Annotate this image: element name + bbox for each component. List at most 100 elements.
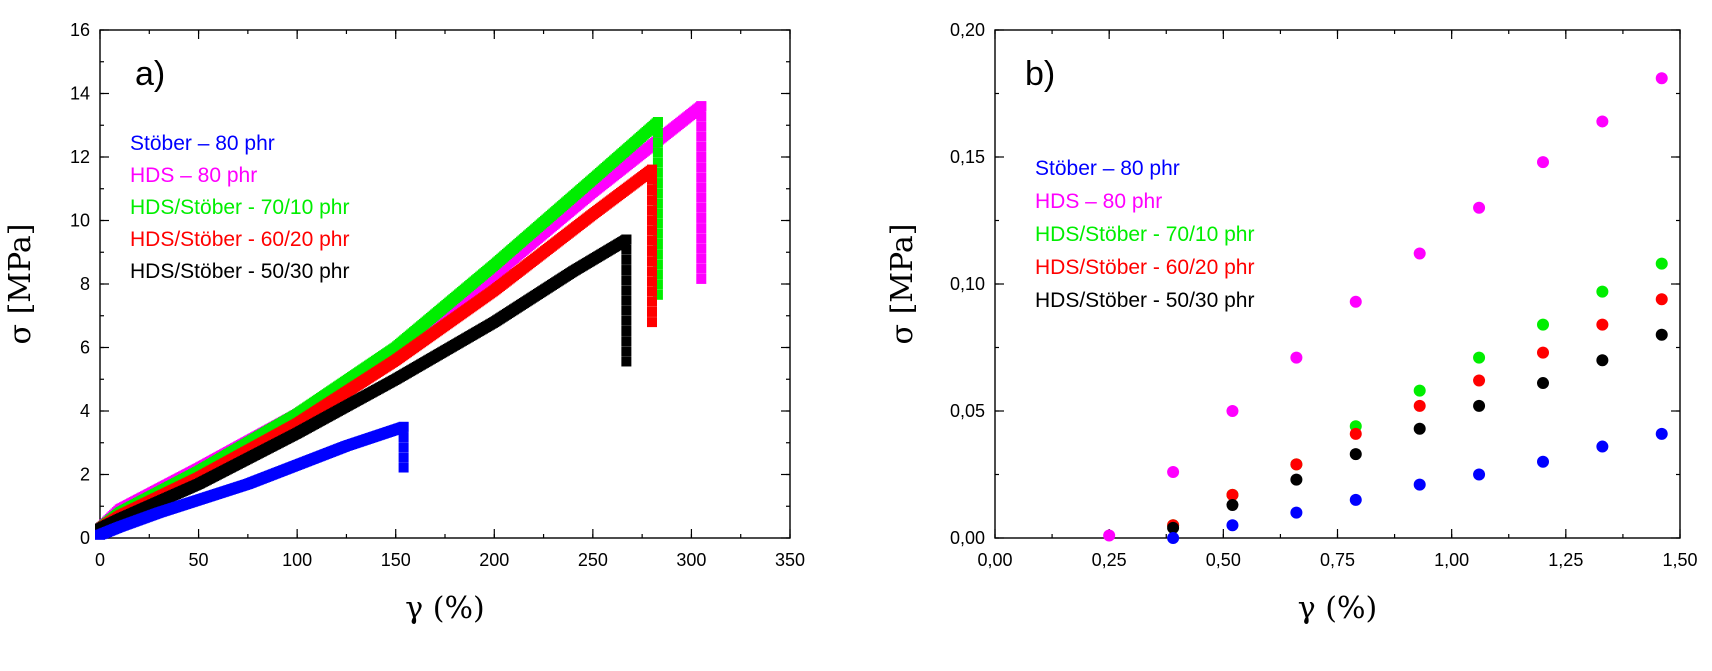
data-point: [398, 432, 409, 443]
data-point: [1167, 465, 1180, 478]
panel-a-chart: 0 50 100 150 200 250 300 350 0 2 4 6 8 10 12 14 16 γ (%) σ…: [3, 20, 805, 626]
x-tick-label: 350: [775, 550, 805, 570]
x-tick-label: 0,50: [1206, 550, 1241, 570]
data-point: [652, 117, 663, 128]
x-tick-label: 100: [282, 550, 312, 570]
data-point: [1290, 473, 1303, 486]
x-tick-label: 200: [479, 550, 509, 570]
data-point: [696, 263, 707, 274]
data-point: [647, 164, 657, 175]
data-point: [652, 127, 663, 138]
data-point: [1655, 72, 1668, 85]
data-point: [1655, 427, 1668, 440]
data-point: [1596, 440, 1609, 453]
data-point: [621, 356, 632, 367]
data-point: [696, 273, 707, 284]
y-tick-label: 0,20: [950, 20, 985, 40]
data-point: [1473, 468, 1486, 481]
data-point: [647, 306, 657, 317]
y-tick-label: 14: [70, 84, 90, 104]
legend: Stöber – 80 phr HDS – 80 phr HDS/Stöber - …: [1035, 157, 1254, 312]
data-point: [652, 208, 663, 219]
series-0: [1103, 72, 1668, 542]
data-point: [647, 235, 657, 246]
x-tick-label: 0,25: [1092, 550, 1127, 570]
data-point: [1103, 529, 1116, 542]
x-tick-label: 1,00: [1434, 550, 1469, 570]
data-point: [647, 174, 657, 185]
data-point: [696, 182, 707, 193]
data-point: [621, 325, 632, 336]
data-point: [1537, 156, 1549, 169]
data-point: [1290, 458, 1303, 471]
data-point: [1290, 351, 1303, 364]
data-point: [647, 225, 657, 236]
legend-item: HDS/Stöber - 70/10 phr: [130, 196, 349, 219]
panel-label: a): [135, 55, 165, 93]
data-point: [1596, 318, 1609, 331]
data-point: [1226, 519, 1239, 532]
y-tick-label: 0,00: [950, 528, 985, 548]
data-point: [1596, 354, 1609, 367]
data-point: [1537, 346, 1549, 359]
y-tick-label: 2: [80, 465, 90, 485]
data-point: [621, 315, 632, 326]
data-point: [1349, 448, 1362, 461]
data-point: [647, 286, 657, 297]
data-point: [1473, 374, 1486, 387]
data-point: [647, 195, 657, 206]
y-tick-label: 0,15: [950, 147, 985, 167]
y-axis-title: σ [MPa]: [885, 224, 920, 345]
data-point: [652, 157, 663, 168]
data-point: [1349, 427, 1362, 440]
data-point: [652, 279, 663, 290]
data-point: [621, 234, 632, 245]
data-point: [1413, 247, 1426, 260]
data-point: [652, 228, 663, 239]
data-point: [1349, 295, 1362, 308]
legend-item: HDS/Stöber - 50/30 phr: [1035, 289, 1254, 312]
legend: Stöber – 80 phr HDS – 80 phr HDS/Stöber - …: [130, 132, 349, 283]
y-tick-label: 8: [80, 274, 90, 294]
legend-item: HDS/Stöber - 50/30 phr: [130, 260, 349, 283]
y-tick-label: 12: [70, 147, 90, 167]
data-point: [1655, 293, 1668, 306]
data-point: [696, 202, 707, 213]
data-point: [621, 254, 632, 265]
data-point: [696, 172, 707, 183]
data-point: [652, 198, 663, 209]
data-marks: [95, 101, 707, 540]
x-tick-label: 250: [578, 550, 608, 570]
legend-item: Stöber – 80 phr: [130, 132, 275, 155]
series-3: [95, 234, 632, 534]
data-point: [621, 346, 632, 357]
data-point: [696, 152, 707, 162]
legend-item: HDS/Stöber - 70/10 phr: [1035, 223, 1254, 246]
data-point: [647, 276, 657, 287]
data-point: [647, 317, 657, 328]
y-tick-label: 10: [70, 211, 90, 231]
x-tick-label: 0,00: [977, 550, 1012, 570]
data-point: [652, 137, 663, 148]
data-point: [647, 245, 657, 256]
data-point: [647, 266, 657, 277]
data-point: [647, 205, 657, 216]
data-point: [621, 295, 632, 306]
data-point: [398, 462, 409, 473]
x-tick-label: 0: [95, 550, 105, 570]
data-point: [696, 233, 707, 244]
legend-item: HDS – 80 phr: [130, 164, 257, 187]
data-point: [1473, 399, 1486, 412]
data-point: [1413, 399, 1426, 412]
data-point: [696, 192, 707, 203]
data-point: [696, 223, 707, 234]
series-3: [1167, 328, 1668, 534]
data-point: [696, 121, 707, 132]
plot-frame: [994, 29, 1681, 539]
data-point: [621, 244, 632, 255]
data-point: [1349, 493, 1362, 506]
data-point: [621, 265, 632, 276]
data-point: [1413, 478, 1426, 491]
x-tick-label: 0,75: [1320, 550, 1355, 570]
